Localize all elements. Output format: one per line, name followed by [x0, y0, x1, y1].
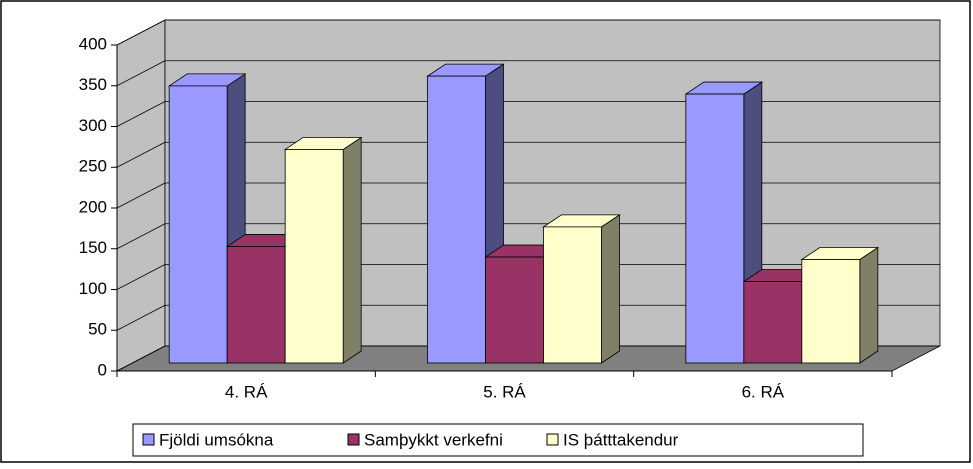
- grid-line: [116, 101, 166, 127]
- bar-front: [226, 246, 286, 364]
- bar-front: [284, 149, 344, 364]
- bar-front: [168, 85, 228, 364]
- grid-line: [116, 264, 166, 290]
- grid-line: [116, 141, 166, 168]
- legend-label: Fjöldi umsókna: [159, 430, 274, 449]
- bar: [167, 73, 247, 364]
- bar-front: [543, 226, 602, 364]
- y-tick-label: 400: [79, 34, 107, 53]
- bar: [542, 214, 621, 364]
- y-tick-label: 350: [79, 75, 107, 94]
- bar: [800, 246, 880, 364]
- y-tick-label: 0: [98, 360, 107, 379]
- bar-front: [743, 281, 803, 364]
- x-tick-label: 4. RÁ: [225, 382, 268, 401]
- y-tick-label: 300: [79, 116, 107, 135]
- labels: 0 50 100 150 200 250 300 350 400 4. RÁ 5. RÁ 6. RÁ: [79, 34, 893, 401]
- legend-swatch: [546, 433, 559, 446]
- legend-label: IS þátttakendur: [563, 430, 679, 449]
- bar-side: [342, 136, 362, 364]
- bars: [167, 63, 880, 364]
- bar-side: [601, 214, 620, 364]
- y-tick-label: 150: [79, 238, 107, 257]
- legend-items: Fjöldi umsókna Samþykkt verkefni IS þáttta…: [142, 430, 679, 449]
- x-tick-label: 5. RÁ: [483, 382, 526, 401]
- bar-front: [685, 93, 745, 364]
- legend-swatch: [347, 433, 360, 446]
- grid-line: [116, 304, 166, 331]
- grid-line: [116, 19, 166, 46]
- bar-side: [859, 246, 879, 364]
- bar-front: [485, 256, 544, 364]
- bar-front: [427, 75, 486, 364]
- y-tick-label: 250: [79, 157, 107, 176]
- legend: [132, 423, 864, 457]
- y-tick-label: 100: [79, 279, 107, 298]
- grid-line: [116, 182, 166, 209]
- y-tick-label: 50: [88, 320, 107, 339]
- legend-label: Samþykkt verkefni: [364, 430, 503, 449]
- bar-front: [801, 259, 861, 364]
- grid-line: [116, 223, 166, 250]
- bar: [283, 136, 363, 364]
- grid-line: [116, 345, 166, 372]
- y-tick-label: 200: [79, 197, 107, 216]
- legend-swatch: [142, 433, 155, 446]
- grid-line: [116, 60, 166, 87]
- x-tick-label: 6. RÁ: [742, 382, 785, 401]
